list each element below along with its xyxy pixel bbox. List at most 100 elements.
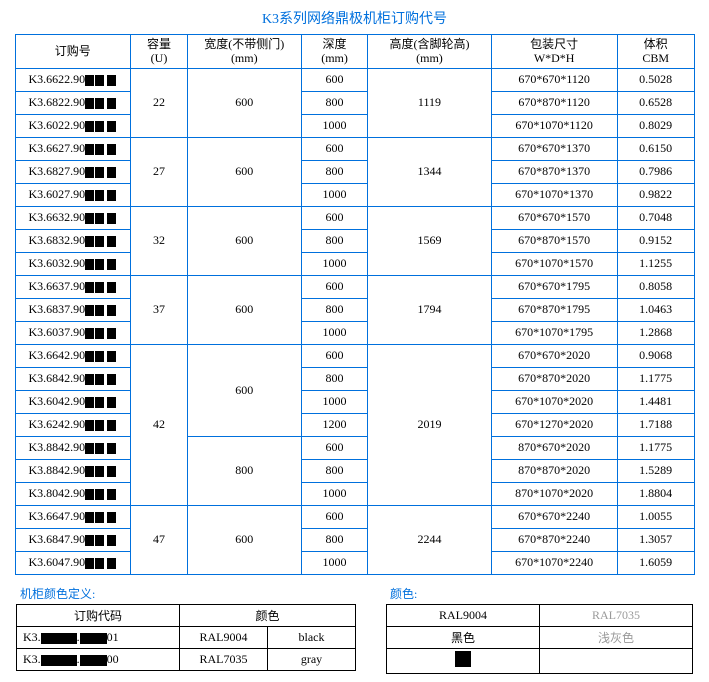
order-cell: K3.6837.90 xyxy=(15,298,131,321)
pack-cell: 670*870*1795 xyxy=(491,298,617,321)
vol-cell: 1.0055 xyxy=(617,505,694,528)
depth-cell: 1000 xyxy=(301,252,368,275)
depth-cell: 1000 xyxy=(301,183,368,206)
depth-cell: 800 xyxy=(301,298,368,321)
table-row: K3.6847.90800670*870*22401.3057 xyxy=(15,528,694,551)
table-row: K3.6822.90800670*870*11200.6528 xyxy=(15,91,694,114)
depth-cell: 600 xyxy=(301,68,368,91)
vol-cell: 0.6528 xyxy=(617,91,694,114)
table-row: K3.6042.901000670*1070*20201.4481 xyxy=(15,390,694,413)
color-def-row: K3..00RAL7035gray xyxy=(17,648,356,670)
vol-cell: 0.8058 xyxy=(617,275,694,298)
vol-cell: 1.3057 xyxy=(617,528,694,551)
vol-cell: 1.0463 xyxy=(617,298,694,321)
color-def-title: 机柜颜色定义: xyxy=(16,585,356,602)
pack-cell: 670*670*2020 xyxy=(491,344,617,367)
ral-cell: RAL7035 xyxy=(180,648,268,670)
depth-cell: 1000 xyxy=(301,321,368,344)
color-name-cell: black xyxy=(268,626,356,648)
vol-cell: 1.1775 xyxy=(617,436,694,459)
col-pack: 包装尺寸W*D*H xyxy=(491,35,617,69)
pack-cell: 670*670*1120 xyxy=(491,68,617,91)
color-def-header-code: 订购代码 xyxy=(17,604,180,626)
color-table: RAL9004 RAL7035 黑色 浅灰色 xyxy=(386,604,693,674)
table-row: K3.6242.901200670*1270*20201.7188 xyxy=(15,413,694,436)
pack-cell: 670*670*2240 xyxy=(491,505,617,528)
color-swatch-2 xyxy=(540,648,693,673)
table-row: K3.6627.90276006001344670*670*13700.6150 xyxy=(15,137,694,160)
order-cell: K3.6647.90 xyxy=(15,505,131,528)
depth-cell: 600 xyxy=(301,137,368,160)
color-name-2: 浅灰色 xyxy=(540,626,693,648)
vol-cell: 0.9152 xyxy=(617,229,694,252)
height-cell: 2019 xyxy=(368,344,491,505)
table-row: K3.6027.901000670*1070*13700.9822 xyxy=(15,183,694,206)
capacity-cell: 32 xyxy=(131,206,188,275)
pack-cell: 670*1070*2240 xyxy=(491,551,617,574)
ral-cell: RAL9004 xyxy=(180,626,268,648)
order-cell: K3.6032.90 xyxy=(15,252,131,275)
vol-cell: 0.9068 xyxy=(617,344,694,367)
vol-cell: 0.8029 xyxy=(617,114,694,137)
height-cell: 1569 xyxy=(368,206,491,275)
order-cell: K3.8842.90 xyxy=(15,459,131,482)
width-cell: 600 xyxy=(187,344,301,436)
depth-cell: 600 xyxy=(301,344,368,367)
height-cell: 1119 xyxy=(368,68,491,137)
order-cell: K3.6642.90 xyxy=(15,344,131,367)
color-title: 颜色: xyxy=(386,585,693,602)
pack-cell: 870*870*2020 xyxy=(491,459,617,482)
depth-cell: 800 xyxy=(301,459,368,482)
color-ral-1: RAL9004 xyxy=(387,604,540,626)
table-row: K3.6037.901000670*1070*17951.2868 xyxy=(15,321,694,344)
order-cell: K3.6842.90 xyxy=(15,367,131,390)
pack-cell: 670*670*1370 xyxy=(491,137,617,160)
order-cell: K3.6037.90 xyxy=(15,321,131,344)
table-row: K3.8842.90800600870*670*20201.1775 xyxy=(15,436,694,459)
depth-cell: 800 xyxy=(301,229,368,252)
color-def-row: K3..01RAL9004black xyxy=(17,626,356,648)
order-cell: K3.6022.90 xyxy=(15,114,131,137)
order-cell: K3.6637.90 xyxy=(15,275,131,298)
color-ral-2: RAL7035 xyxy=(540,604,693,626)
table-row: K3.6022.901000670*1070*11200.8029 xyxy=(15,114,694,137)
vol-cell: 0.5028 xyxy=(617,68,694,91)
col-height: 高度(含脚轮高)(mm) xyxy=(368,35,491,69)
capacity-cell: 47 xyxy=(131,505,188,574)
col-order: 订购号 xyxy=(15,35,131,69)
order-cell: K3.6847.90 xyxy=(15,528,131,551)
table-row: K3.6632.90326006001569670*670*15700.7048 xyxy=(15,206,694,229)
table-row: K3.6842.90800670*870*20201.1775 xyxy=(15,367,694,390)
pack-cell: 670*670*1795 xyxy=(491,275,617,298)
color-name-1: 黑色 xyxy=(387,626,540,648)
depth-cell: 1000 xyxy=(301,390,368,413)
width-cell: 600 xyxy=(187,206,301,275)
pack-cell: 670*1270*2020 xyxy=(491,413,617,436)
vol-cell: 1.2868 xyxy=(617,321,694,344)
table-row: K3.6637.90376006001794670*670*17950.8058 xyxy=(15,275,694,298)
height-cell: 1344 xyxy=(368,137,491,206)
width-cell: 600 xyxy=(187,505,301,574)
col-width: 宽度(不带侧门)(mm) xyxy=(187,35,301,69)
color-block: 颜色: RAL9004 RAL7035 黑色 浅灰色 xyxy=(386,585,693,674)
width-cell: 800 xyxy=(187,436,301,505)
order-cell: K3.6622.90 xyxy=(15,68,131,91)
table-row: K3.6622.90226006001119670*670*11200.5028 xyxy=(15,68,694,91)
vol-cell: 0.6150 xyxy=(617,137,694,160)
color-def-table: 订购代码 颜色 K3..01RAL9004blackK3..00RAL7035g… xyxy=(16,604,356,671)
col-vol: 体积CBM xyxy=(617,35,694,69)
code-cell: K3..01 xyxy=(17,626,180,648)
vol-cell: 1.8804 xyxy=(617,482,694,505)
width-cell: 600 xyxy=(187,137,301,206)
table-row: K3.6047.901000670*1070*22401.6059 xyxy=(15,551,694,574)
vol-cell: 1.7188 xyxy=(617,413,694,436)
code-cell: K3..00 xyxy=(17,648,180,670)
order-cell: K3.6627.90 xyxy=(15,137,131,160)
header-row: 订购号 容量(U) 宽度(不带侧门)(mm) 深度(mm) 高度(含脚轮高)(m… xyxy=(15,35,694,69)
table-row: K3.8842.90 800 870*870*20201.5289 xyxy=(15,459,694,482)
order-cell: K3.6822.90 xyxy=(15,91,131,114)
color-def-header-color: 颜色 xyxy=(180,604,356,626)
vol-cell: 1.1775 xyxy=(617,367,694,390)
table-row: K3.6642.90426006002019670*670*20200.9068 xyxy=(15,344,694,367)
vol-cell: 1.5289 xyxy=(617,459,694,482)
